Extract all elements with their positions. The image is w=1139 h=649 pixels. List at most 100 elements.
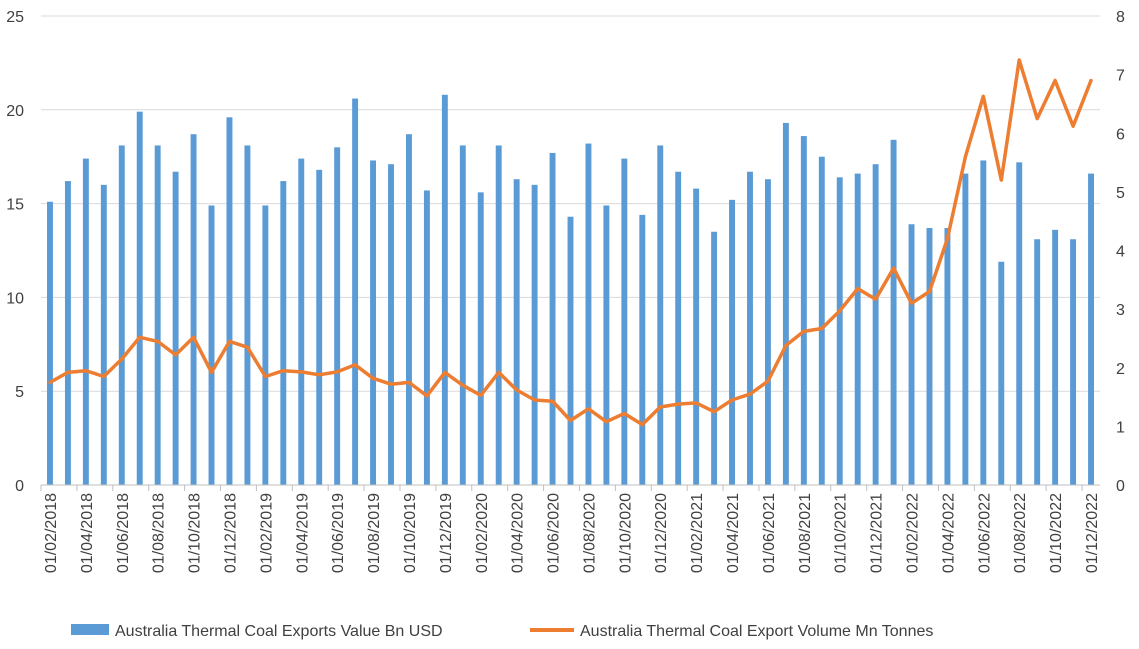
bar (370, 160, 377, 485)
bar (298, 158, 305, 486)
line-series (48, 58, 1093, 427)
y-right-tick-label: 8 (1116, 9, 1125, 26)
x-tick-label: 01/04/2021 (725, 493, 742, 573)
y-left-tick-label: 0 (15, 478, 24, 495)
right-axis-tick-labels: 0 1 2 3 4 5 6 7 8 (1116, 9, 1125, 495)
bar (1070, 239, 1077, 485)
x-tick-label: 01/08/2020 (581, 493, 598, 573)
y-right-tick-label: 3 (1116, 302, 1125, 319)
left-axis-tick-labels: 0 5 10 15 20 25 (6, 9, 24, 495)
x-tick-label: 01/04/2022 (940, 493, 957, 573)
bar (531, 184, 538, 485)
legend-swatch-value (71, 624, 109, 635)
y-right-tick-label: 0 (1116, 478, 1125, 495)
x-tick-label: 01/12/2019 (438, 493, 455, 573)
x-tick-label: 01/04/2018 (79, 493, 96, 573)
bar (729, 199, 736, 485)
bar (980, 160, 987, 485)
x-tick-label: 01/02/2022 (905, 493, 922, 573)
x-tick-label: 01/04/2019 (294, 493, 311, 573)
bar (226, 117, 233, 485)
x-tick-label: 01/06/2018 (115, 493, 132, 573)
x-axis-tick-labels: 01/02/2018 01/04/2018 01/06/2018 01/08/2018… (43, 493, 1101, 573)
x-tick-label: 01/04/2020 (510, 493, 527, 573)
bar (82, 158, 89, 486)
bar-series (47, 94, 1094, 486)
bar (872, 164, 879, 486)
y-right-tick-label: 7 (1116, 68, 1125, 85)
x-tick-label: 01/02/2019 (258, 493, 275, 573)
bar (244, 145, 251, 485)
legend-label-volume: Australia Thermal Coal Export Volume Mn … (580, 623, 933, 640)
bar (154, 145, 161, 485)
legend-label-value: Australia Thermal Coal Exports Value Bn … (115, 623, 443, 640)
bar (621, 158, 628, 486)
bar (136, 111, 143, 486)
bar (764, 179, 771, 485)
bar (495, 145, 502, 485)
x-tick-label: 01/12/2020 (653, 493, 670, 573)
bar (459, 145, 466, 485)
bar (890, 139, 897, 486)
x-tick-label: 01/06/2020 (546, 493, 563, 573)
bar (711, 231, 718, 485)
bar (549, 152, 556, 485)
bar (280, 181, 287, 485)
bar (693, 188, 700, 486)
bar (657, 145, 664, 485)
x-tick-label: 01/02/2018 (43, 493, 60, 573)
bar (64, 181, 71, 485)
bar (603, 205, 610, 485)
bar (118, 145, 125, 485)
x-tick-label: 01/06/2019 (330, 493, 347, 573)
y-left-tick-label: 20 (6, 103, 24, 120)
x-tick-label: 01/08/2018 (151, 493, 168, 573)
x-tick-label: 01/02/2020 (474, 493, 491, 573)
bar (405, 134, 412, 486)
x-tick-label: 01/06/2021 (761, 493, 778, 573)
x-tick-label: 01/06/2022 (976, 493, 993, 573)
bar (100, 184, 107, 485)
bar (908, 224, 915, 485)
x-tick-label: 01/12/2021 (869, 493, 886, 573)
x-tick-label: 01/10/2021 (833, 493, 850, 573)
legend: Australia Thermal Coal Exports Value Bn … (71, 623, 933, 640)
bar (998, 261, 1005, 485)
bar (441, 94, 448, 486)
bar (962, 173, 969, 486)
bar (423, 190, 430, 485)
bar (513, 179, 520, 485)
bar (47, 201, 53, 485)
x-tick-label: 01/08/2022 (1012, 493, 1029, 573)
bar (334, 147, 341, 485)
x-tick-label: 01/12/2018 (222, 493, 239, 573)
bar (388, 164, 394, 486)
bar (1088, 173, 1094, 486)
y-right-tick-label: 6 (1116, 126, 1125, 143)
bar (172, 171, 179, 485)
bar (800, 136, 807, 485)
y-right-tick-label: 1 (1116, 419, 1125, 436)
bar (1016, 162, 1023, 485)
y-right-tick-label: 4 (1116, 244, 1125, 261)
x-tick-label: 01/08/2021 (797, 493, 814, 573)
bar (944, 227, 951, 485)
x-tick-label: 01/02/2021 (689, 493, 706, 573)
x-tick-label: 01/10/2018 (187, 493, 204, 573)
x-tick-label: 01/10/2020 (617, 493, 634, 573)
bar (316, 169, 323, 485)
bar (262, 205, 269, 485)
volume-line (48, 58, 1093, 427)
x-tick-label: 01/10/2022 (1048, 493, 1065, 573)
bar (585, 143, 592, 485)
bar (854, 173, 861, 486)
x-tick-label: 01/12/2022 (1084, 493, 1101, 573)
y-left-tick-label: 25 (6, 9, 24, 26)
bar (477, 192, 484, 485)
x-tick-label: 01/08/2019 (366, 493, 383, 573)
y-left-tick-label: 10 (6, 290, 24, 307)
bar (1034, 239, 1041, 485)
bar (926, 227, 933, 485)
